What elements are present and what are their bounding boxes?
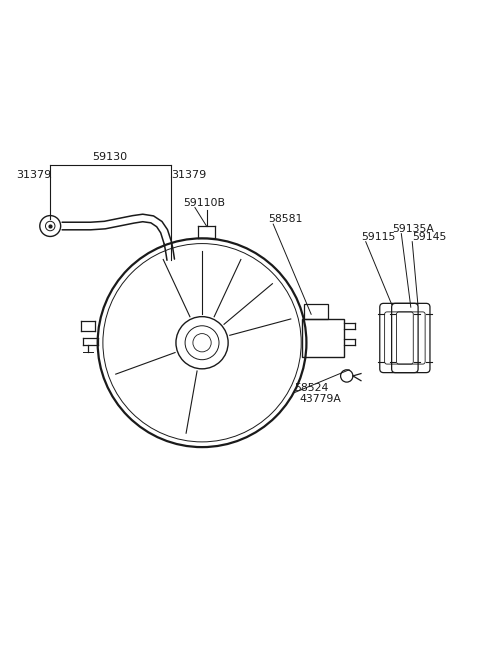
Text: 31379: 31379 xyxy=(171,170,206,179)
Bar xyxy=(304,304,328,319)
Text: 59110B: 59110B xyxy=(183,198,225,208)
Bar xyxy=(301,319,344,357)
Text: 58524: 58524 xyxy=(295,382,329,392)
Text: 43779A: 43779A xyxy=(300,394,341,405)
Text: 59145: 59145 xyxy=(412,232,446,242)
Text: 59130: 59130 xyxy=(92,152,127,162)
Text: 59135A: 59135A xyxy=(392,223,434,234)
Text: 31379: 31379 xyxy=(16,170,51,179)
Text: 58581: 58581 xyxy=(268,214,303,224)
Text: 59115: 59115 xyxy=(361,232,396,242)
